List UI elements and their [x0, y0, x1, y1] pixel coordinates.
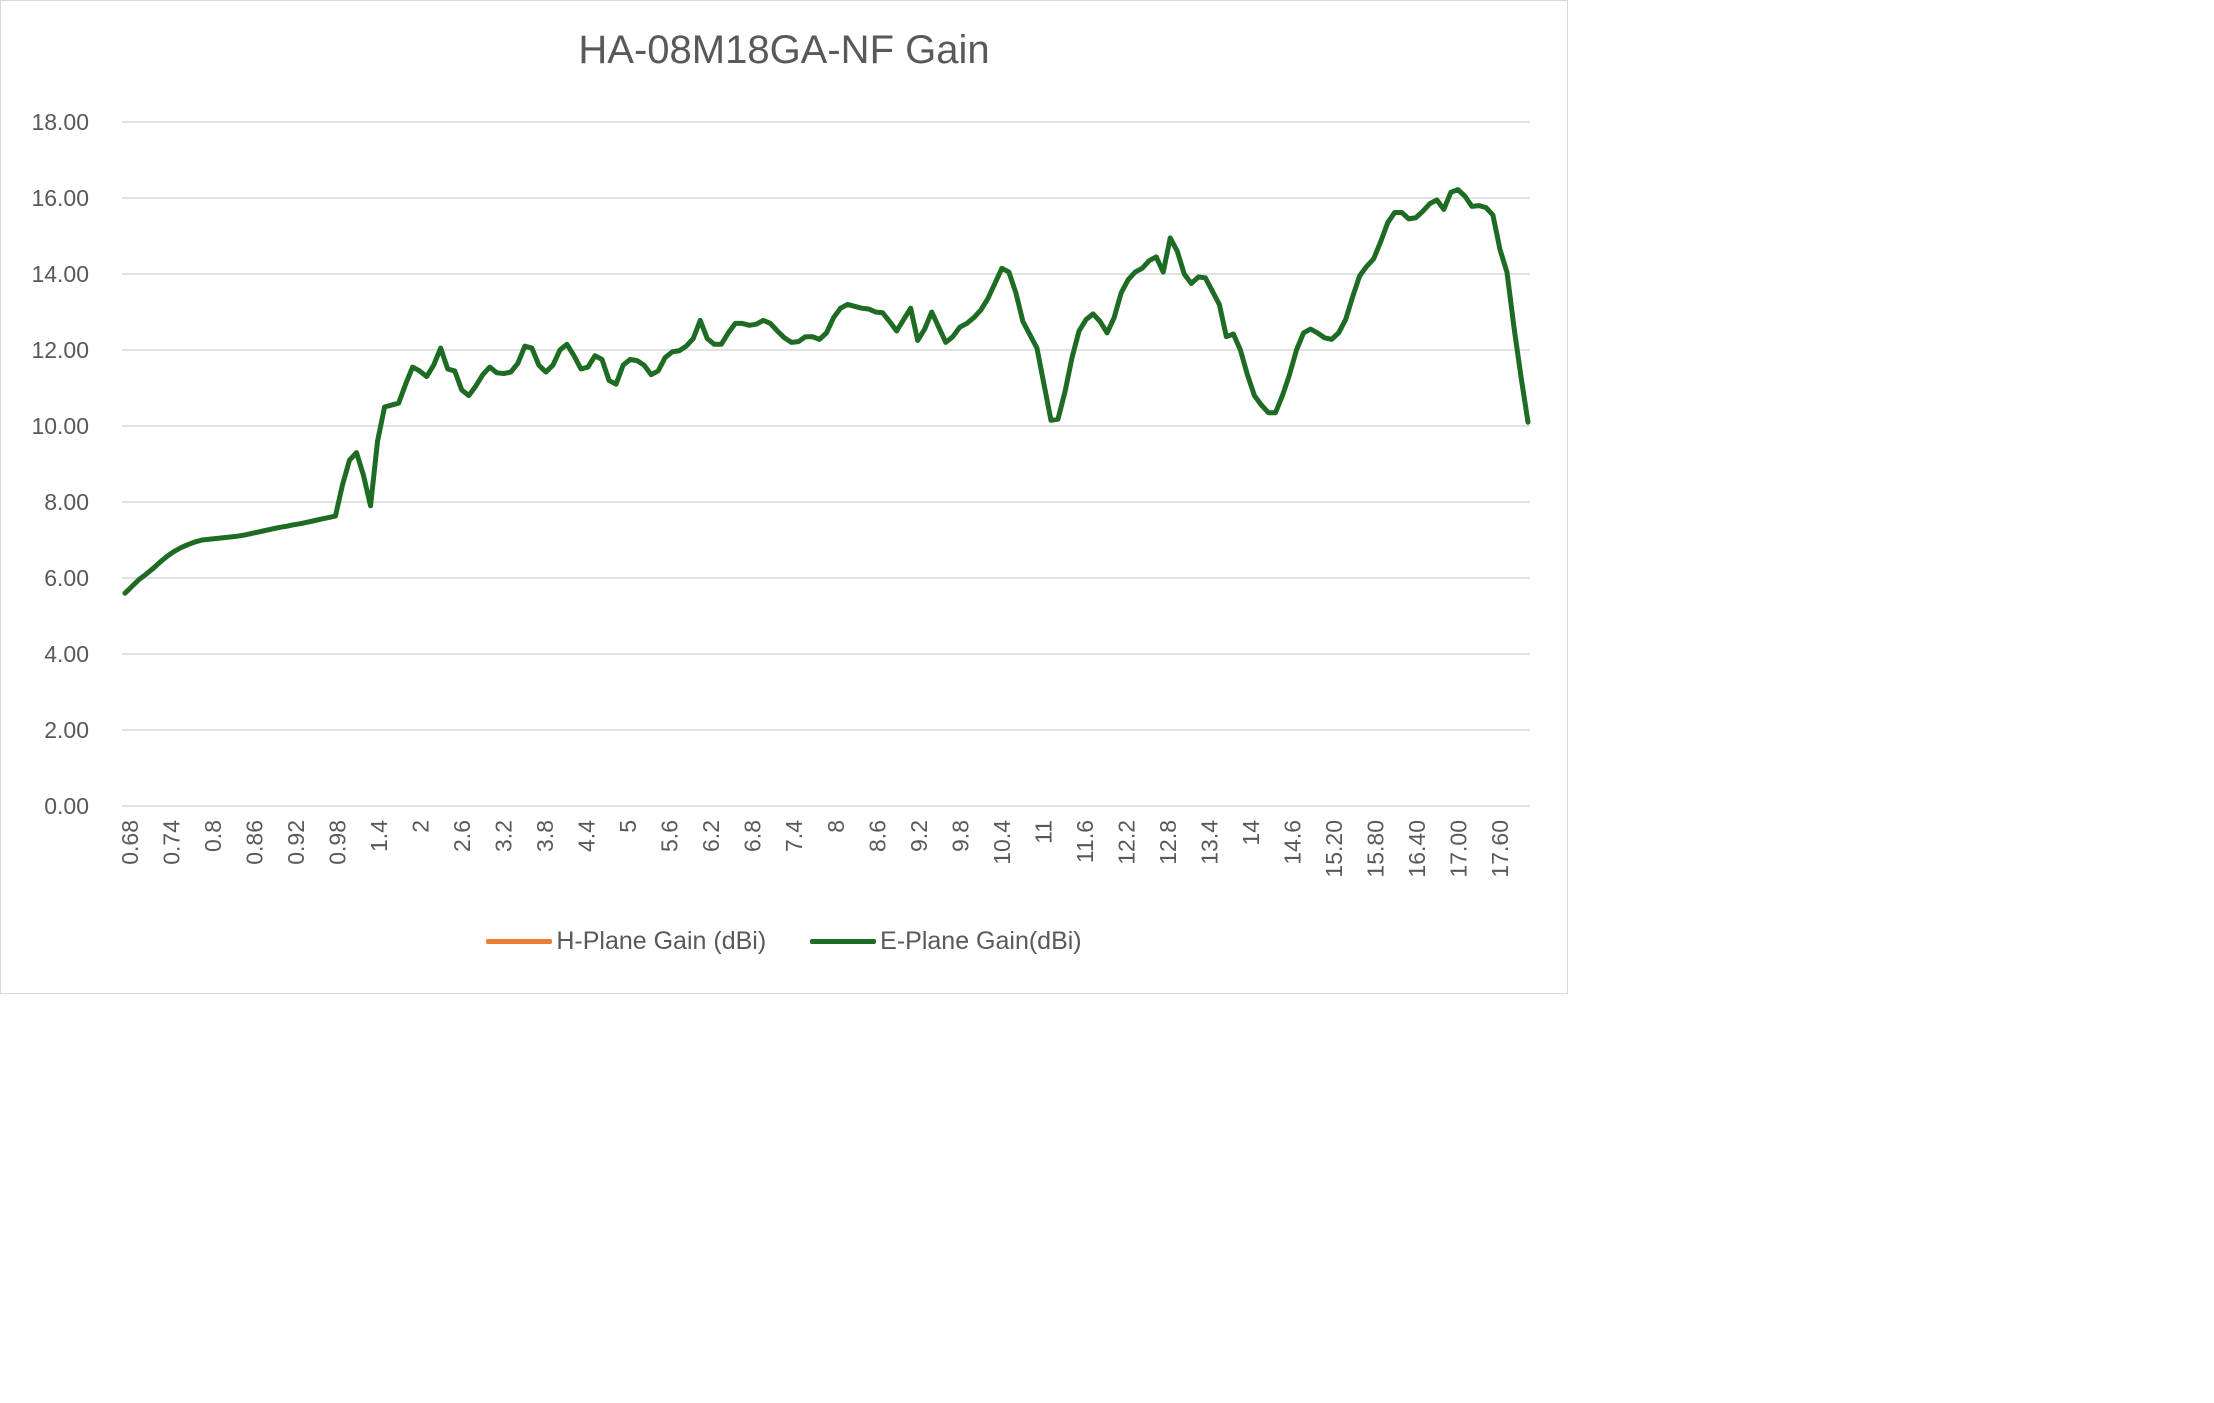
legend-swatch-h-plane — [486, 939, 553, 944]
legend: H-Plane Gain (dBi) E-Plane Gain(dBi) — [0, 927, 1568, 956]
gridlines — [122, 121, 1530, 807]
y-tick-label: 16.00 — [31, 185, 89, 211]
x-tick-label: 3.2 — [491, 820, 517, 852]
legend-swatch-e-plane — [810, 939, 877, 944]
y-tick-label: 4.00 — [44, 641, 89, 667]
y-axis-ticks: 0.00 2.00 4.00 6.00 8.00 10.00 12.00 14.00 16.00… — [31, 109, 89, 819]
x-tick-label: 10.4 — [989, 820, 1015, 865]
x-tick-label: 7.4 — [781, 820, 807, 852]
x-tick-label: 2.6 — [449, 820, 475, 852]
x-tick-label: 8.6 — [864, 820, 890, 852]
legend-item-e-plane: E-Plane Gain(dBi) — [810, 927, 1082, 956]
x-tick-label: 3.8 — [532, 820, 558, 852]
legend-label-h-plane: H-Plane Gain (dBi) — [556, 927, 767, 955]
chart-frame — [0, 0, 1568, 994]
x-tick-label: 1.4 — [366, 820, 392, 852]
x-tick-label: 0.98 — [325, 820, 351, 865]
x-axis-ticks: 0.68 0.74 0.8 0.86 0.92 0.98 1.4 2 2.6 3.2 3.8 4.4 5… — [117, 820, 1513, 878]
series-lines — [122, 187, 1531, 596]
x-tick-label: 12.2 — [1113, 820, 1139, 865]
x-tick-label: 11.6 — [1072, 820, 1098, 863]
chart-title: HA-08M18GA-NF Gain — [578, 28, 990, 72]
y-tick-label: 2.00 — [44, 717, 89, 743]
x-tick-label: 0.86 — [242, 820, 268, 865]
x-tick-label: 17.00 — [1445, 820, 1471, 878]
x-tick-label: 6.8 — [740, 820, 766, 852]
x-tick-label: 5.6 — [657, 820, 683, 852]
y-tick-label: 6.00 — [44, 565, 89, 591]
legend-label-e-plane: E-Plane Gain(dBi) — [880, 927, 1082, 955]
y-tick-label: 18.00 — [31, 109, 89, 135]
y-tick-label: 0.00 — [44, 793, 89, 819]
x-tick-label: 0.74 — [159, 820, 185, 865]
x-tick-label: 17.60 — [1487, 820, 1513, 878]
y-tick-label: 8.00 — [44, 489, 89, 515]
x-tick-label: 15.20 — [1321, 820, 1347, 878]
x-tick-label: 15.80 — [1362, 820, 1388, 878]
y-tick-label: 14.00 — [31, 261, 89, 287]
x-tick-label: 8 — [823, 820, 849, 833]
x-tick-label: 14.6 — [1279, 820, 1305, 865]
x-tick-label: 0.92 — [283, 820, 309, 865]
x-tick-label: 9.2 — [906, 820, 932, 852]
y-tick-label: 10.00 — [31, 413, 89, 439]
x-tick-label: 13.4 — [1196, 820, 1222, 865]
y-tick-label: 12.00 — [31, 337, 89, 363]
x-tick-label: 0.68 — [117, 820, 143, 865]
x-tick-label: 4.4 — [574, 820, 600, 852]
series-line-e-plane — [122, 187, 1531, 596]
x-tick-label: 16.40 — [1404, 820, 1430, 878]
x-tick-label: 14 — [1238, 820, 1264, 846]
chart-plot: 0.00 2.00 4.00 6.00 8.00 10.00 12.00 14.00 16.00… — [31, 109, 1531, 878]
x-tick-label: 9.8 — [947, 820, 973, 852]
x-tick-label: 11 — [1030, 820, 1056, 844]
x-tick-label: 12.8 — [1155, 820, 1181, 865]
legend-item-h-plane: H-Plane Gain (dBi) — [486, 927, 766, 956]
x-tick-label: 6.2 — [698, 820, 724, 852]
x-tick-label: 0.8 — [200, 820, 226, 852]
x-tick-label: 2 — [408, 820, 434, 833]
x-tick-label: 5 — [615, 820, 641, 833]
